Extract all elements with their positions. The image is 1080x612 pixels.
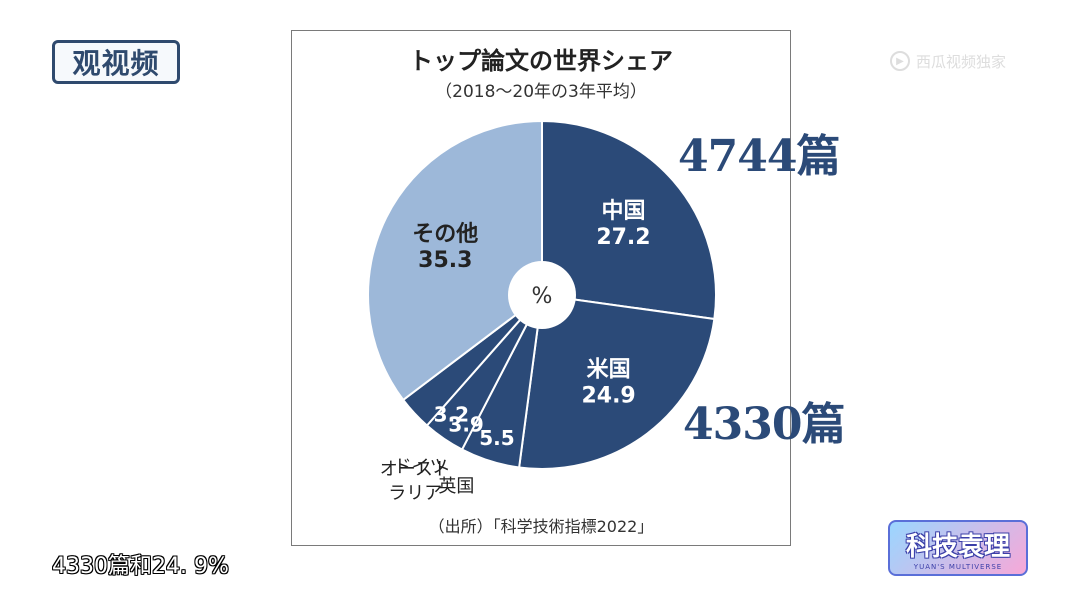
slice-name-label: オーストラリア [380, 459, 451, 504]
slice-value-label: 3.2 [434, 403, 469, 427]
chart-title: トップ論文の世界シェア [409, 47, 673, 75]
chart-subtitle: （2018～20年の3年平均） [435, 82, 647, 102]
slice-name-label: ドイツ [394, 456, 448, 477]
slice-label: 中国 27.2 [596, 199, 650, 250]
pie-unit-label: % [532, 284, 553, 309]
pie-slice [517, 293, 716, 470]
xigua-watermark-text: 西瓜视频独家 [916, 52, 1007, 71]
xigua-video-watermark: ▶ 西瓜视频独家 [890, 48, 1006, 74]
slice-name-label: 英国 [438, 476, 474, 497]
keji-yuanli-logo: 科技袁理 YUAN'S MULTIVERSE [888, 520, 1028, 576]
pie-slice [541, 119, 717, 321]
pie-slice [367, 119, 543, 402]
video-caption: 4330篇和24. 9% [52, 554, 229, 579]
china-paper-count: 4744篇 [678, 131, 840, 182]
chart-panel: トップ論文の世界シェア （2018～20年の3年平均） 中国 27.2 米国 24.9… [291, 30, 791, 546]
keji-yuanli-logo-text: 科技袁理 [905, 531, 1010, 562]
slice-label: 米国 24.9 [581, 358, 635, 409]
guanshipin-logo: 观视频 [52, 40, 180, 84]
play-icon: ▶ [890, 51, 910, 71]
keji-yuanli-logo-subtext: YUAN'S MULTIVERSE [913, 562, 1003, 571]
usa-paper-count: 4330篇 [683, 399, 845, 450]
pie-center-hole [508, 261, 576, 329]
slice-value-label: 5.5 [479, 426, 514, 450]
slice-value-label: 3.9 [448, 412, 483, 436]
slice-label: その他 35.3 [412, 222, 478, 273]
chart-source: （出所）「科学技術指標2022」 [428, 517, 654, 536]
